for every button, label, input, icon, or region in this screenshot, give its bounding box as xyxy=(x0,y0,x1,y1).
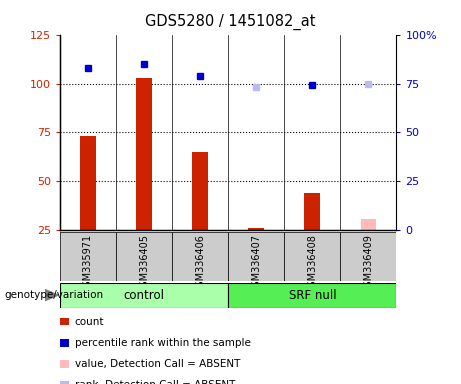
Bar xyxy=(192,152,208,230)
Text: GSM335971: GSM335971 xyxy=(83,234,93,293)
Bar xyxy=(228,283,396,308)
Text: GSM336407: GSM336407 xyxy=(251,234,261,293)
Text: GSM336405: GSM336405 xyxy=(139,234,149,293)
Bar xyxy=(304,193,320,230)
Bar xyxy=(60,283,228,308)
Bar xyxy=(340,232,396,281)
Text: count: count xyxy=(75,317,104,327)
Bar xyxy=(228,232,284,281)
Bar xyxy=(172,232,228,281)
Text: GDS5280 / 1451082_at: GDS5280 / 1451082_at xyxy=(145,13,316,30)
Bar xyxy=(361,218,376,230)
Bar xyxy=(60,232,116,281)
Bar xyxy=(80,136,96,230)
Text: rank, Detection Call = ABSENT: rank, Detection Call = ABSENT xyxy=(75,381,235,384)
Text: GSM336406: GSM336406 xyxy=(195,234,205,293)
Text: SRF null: SRF null xyxy=(289,289,336,301)
Text: control: control xyxy=(124,289,165,301)
Text: value, Detection Call = ABSENT: value, Detection Call = ABSENT xyxy=(75,359,240,369)
Text: GSM336408: GSM336408 xyxy=(307,234,317,293)
Polygon shape xyxy=(45,290,58,301)
Bar xyxy=(116,232,172,281)
Text: GSM336409: GSM336409 xyxy=(363,234,373,293)
Bar xyxy=(284,232,340,281)
Bar xyxy=(248,228,264,230)
Text: genotype/variation: genotype/variation xyxy=(5,290,104,300)
Bar xyxy=(136,78,152,230)
Text: percentile rank within the sample: percentile rank within the sample xyxy=(75,338,251,348)
